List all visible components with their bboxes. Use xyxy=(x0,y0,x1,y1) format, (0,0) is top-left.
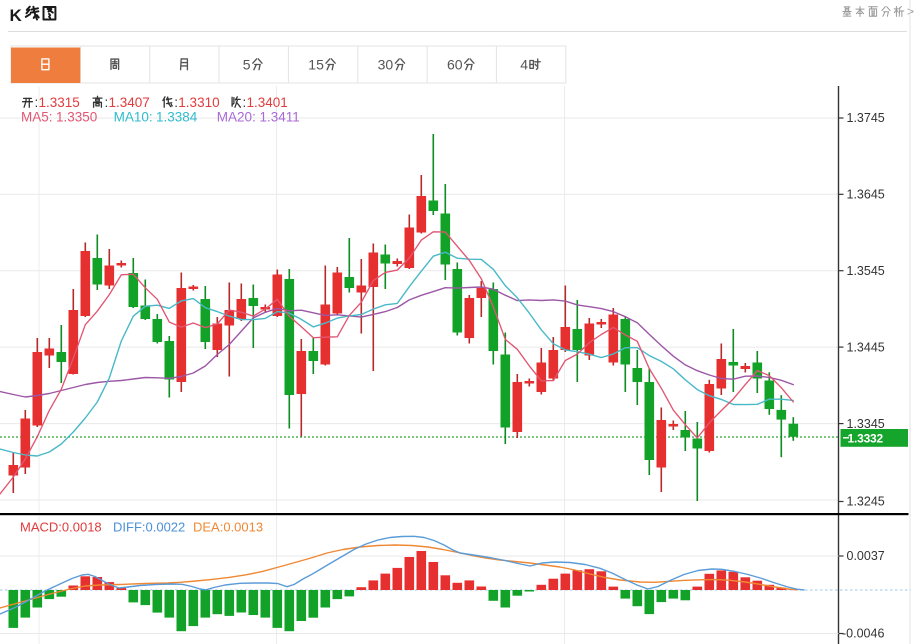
svg-text:60: 60 xyxy=(447,57,463,73)
svg-text:0.0037: 0.0037 xyxy=(847,549,885,563)
svg-text:MA10:: MA10: xyxy=(114,110,153,125)
svg-text:>: > xyxy=(907,5,914,19)
svg-text:1.3445: 1.3445 xyxy=(847,340,885,354)
svg-text:K: K xyxy=(10,6,23,25)
svg-text:1.3245: 1.3245 xyxy=(847,495,885,509)
svg-text:15: 15 xyxy=(308,57,324,73)
svg-text:MACD:0.0018: MACD:0.0018 xyxy=(20,520,102,535)
svg-text:1.3401: 1.3401 xyxy=(247,95,288,110)
svg-text:4: 4 xyxy=(520,57,528,73)
svg-text:1.3745: 1.3745 xyxy=(847,111,885,125)
svg-text:1.3350: 1.3350 xyxy=(56,110,97,125)
svg-text:1.3407: 1.3407 xyxy=(109,95,150,110)
svg-text:1.3345: 1.3345 xyxy=(847,417,885,431)
svg-text:1.3332: 1.3332 xyxy=(848,431,884,445)
svg-text:5: 5 xyxy=(243,57,251,73)
svg-text::: : xyxy=(174,95,178,110)
svg-text:1.3411: 1.3411 xyxy=(260,110,300,125)
svg-text:DIFF:0.0022: DIFF:0.0022 xyxy=(113,520,185,535)
svg-text::: : xyxy=(35,95,39,110)
svg-text:30: 30 xyxy=(378,57,394,73)
svg-text::: : xyxy=(243,95,247,110)
svg-text:MA20:: MA20: xyxy=(217,110,256,125)
svg-text:MA5:: MA5: xyxy=(21,110,53,125)
svg-text:-0.0046: -0.0046 xyxy=(842,627,884,641)
svg-text:1.3384: 1.3384 xyxy=(156,110,198,125)
svg-text::: : xyxy=(105,95,109,110)
svg-text:1.3315: 1.3315 xyxy=(39,95,80,110)
svg-text:1.3545: 1.3545 xyxy=(847,264,885,278)
svg-text:1.3310: 1.3310 xyxy=(178,95,219,110)
svg-text:DEA:0.0013: DEA:0.0013 xyxy=(193,520,263,535)
svg-text:1.3645: 1.3645 xyxy=(847,188,885,202)
